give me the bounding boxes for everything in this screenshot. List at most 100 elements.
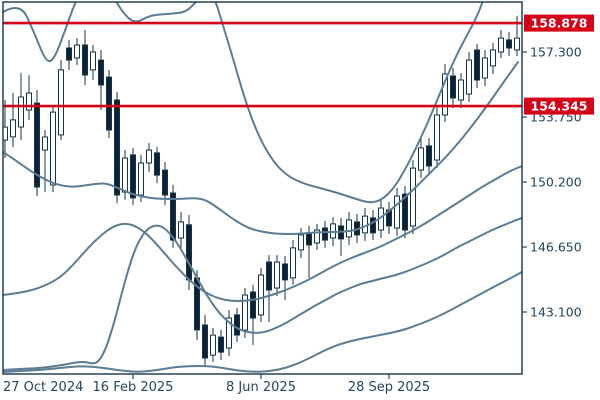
candle-down	[106, 69, 112, 139]
candle-body	[74, 44, 80, 59]
candle-body	[18, 96, 24, 128]
candle-down	[66, 39, 72, 70]
candle-up	[42, 130, 48, 193]
candle-up	[482, 50, 488, 87]
candle-up	[418, 138, 424, 178]
candle-body	[314, 229, 320, 244]
candle-body	[450, 75, 456, 99]
candle-body	[202, 324, 208, 359]
candle-body	[26, 92, 32, 111]
candle-body	[514, 37, 520, 51]
candle-up	[138, 154, 144, 202]
candle-body	[218, 336, 224, 353]
candle-body	[98, 59, 104, 86]
candle-body	[90, 51, 96, 71]
candle-up	[226, 310, 232, 356]
candle-body	[322, 227, 328, 241]
candle-up	[58, 60, 64, 141]
candle-up	[314, 223, 320, 250]
candle-down	[98, 50, 104, 110]
upper-envelope-line	[3, 2, 484, 204]
candle-body	[330, 223, 336, 239]
candle-body	[298, 234, 304, 251]
y-axis-tick-label: 157.300	[530, 45, 582, 60]
candles-layer	[3, 15, 520, 366]
candle-body	[346, 219, 352, 238]
candle-down	[322, 221, 328, 248]
candle-body	[498, 37, 504, 53]
bands-layer	[3, 2, 522, 374]
candle-up	[178, 212, 184, 250]
candle-up	[258, 268, 264, 323]
candle-up	[290, 240, 296, 285]
candle-down	[474, 43, 480, 89]
candle-body	[258, 274, 264, 316]
candle-body	[418, 147, 424, 171]
price-level-badge[interactable]: 154.345	[524, 97, 594, 115]
candle-down	[218, 329, 224, 360]
candle-body	[282, 263, 288, 281]
lower-envelope-line-2	[3, 216, 522, 372]
candle-down	[282, 256, 288, 300]
candle-body	[466, 59, 472, 95]
candle-body	[138, 162, 144, 196]
candle-up	[74, 38, 80, 65]
candle-body	[50, 111, 56, 186]
candle-body	[226, 317, 232, 349]
candle-body	[306, 232, 312, 246]
candle-body	[10, 119, 16, 138]
y-axis-tick-label: 143.100	[530, 305, 582, 320]
candle-body	[434, 114, 440, 161]
candle-body	[34, 102, 40, 188]
candle-up	[242, 288, 248, 338]
candle-body	[394, 195, 400, 229]
candle-up	[90, 45, 96, 80]
x-axis-tick-label: 16 Feb 2025	[93, 380, 174, 395]
price-level-badge[interactable]: 158.878	[524, 14, 594, 32]
candle-body	[442, 73, 448, 116]
candle-body	[106, 76, 112, 131]
candle-body	[274, 261, 280, 289]
candle-up	[274, 255, 280, 297]
candle-body	[66, 47, 72, 61]
candle-down	[450, 67, 456, 108]
candle-body	[210, 334, 216, 356]
candle-up	[458, 73, 464, 108]
candle-body	[482, 57, 488, 79]
candle-body	[170, 192, 176, 241]
candle-down	[154, 147, 160, 184]
candle-down	[34, 90, 40, 197]
candle-body	[426, 145, 432, 167]
candle-body	[290, 247, 296, 279]
candle-body	[402, 193, 408, 231]
candle-body	[42, 136, 48, 151]
candle-up	[210, 327, 216, 362]
candle-down	[250, 284, 256, 345]
price-level-value: 154.345	[531, 99, 588, 114]
candle-down	[234, 308, 240, 342]
candle-body	[130, 154, 136, 199]
candle-body	[266, 261, 272, 291]
plot-border	[2, 1, 523, 375]
candle-down	[506, 32, 512, 56]
candle-body	[474, 49, 480, 81]
candle-body	[234, 314, 240, 336]
price-level-value: 158.878	[531, 16, 588, 31]
candle-up	[442, 64, 448, 122]
candle-up	[10, 93, 16, 147]
candle-body	[146, 149, 152, 164]
candle-body	[58, 69, 64, 136]
candle-up	[466, 52, 472, 102]
candle-up	[346, 212, 352, 245]
candle-up	[434, 106, 440, 169]
candle-down	[82, 30, 88, 85]
y-axis-tick-label: 150.200	[530, 175, 582, 190]
lower-envelope-line-1	[3, 165, 522, 302]
candle-body	[162, 169, 168, 196]
candle-body	[3, 126, 8, 141]
candle-down	[402, 186, 408, 238]
candle-down	[266, 255, 272, 323]
y-axis-tick-label: 146.650	[530, 240, 582, 255]
candle-up	[3, 100, 8, 158]
